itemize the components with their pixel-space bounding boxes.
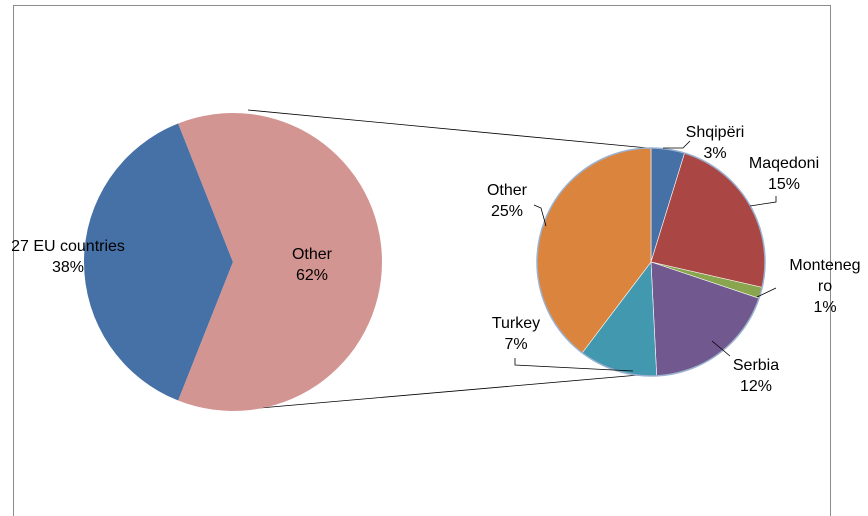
leader-lines xyxy=(514,140,777,372)
secondary-pie-outline xyxy=(536,147,766,377)
label-secondary-turkey: Turkey 7% xyxy=(492,315,540,353)
leader-other xyxy=(533,204,547,227)
leader-maqedoni xyxy=(749,196,777,207)
label-secondary-maqedoni: Maqedoni 15% xyxy=(749,155,819,193)
label-main-other: Other 62% xyxy=(292,246,333,284)
main-pie xyxy=(83,113,382,412)
leader-turkey xyxy=(514,358,634,372)
label-secondary-shqip-ri: Shqipëri 3% xyxy=(686,124,745,162)
leader-shqiperi xyxy=(663,140,691,149)
leader-montenegro xyxy=(756,287,777,298)
label-secondary-serbia: Serbia 12% xyxy=(733,357,779,395)
chart-area xyxy=(13,5,831,516)
label-secondary-other: Other 25% xyxy=(487,182,528,220)
main-slice-27-eu-countries xyxy=(83,123,233,401)
main-slice-other xyxy=(178,113,382,412)
connector-line-top xyxy=(247,109,649,149)
connector-lines xyxy=(247,109,649,410)
secondary-pie xyxy=(536,147,766,377)
connector-line-bottom xyxy=(247,374,640,410)
label-secondary-monteneg-ro: Monteneg ro 1% xyxy=(789,257,860,316)
data-labels: 27 EU countries 38% Other 62% Shqipëri 3%Maqe… xyxy=(11,124,861,395)
label-27-eu-countries: 27 EU countries 38% xyxy=(11,238,125,276)
leader-serbia xyxy=(711,340,731,357)
